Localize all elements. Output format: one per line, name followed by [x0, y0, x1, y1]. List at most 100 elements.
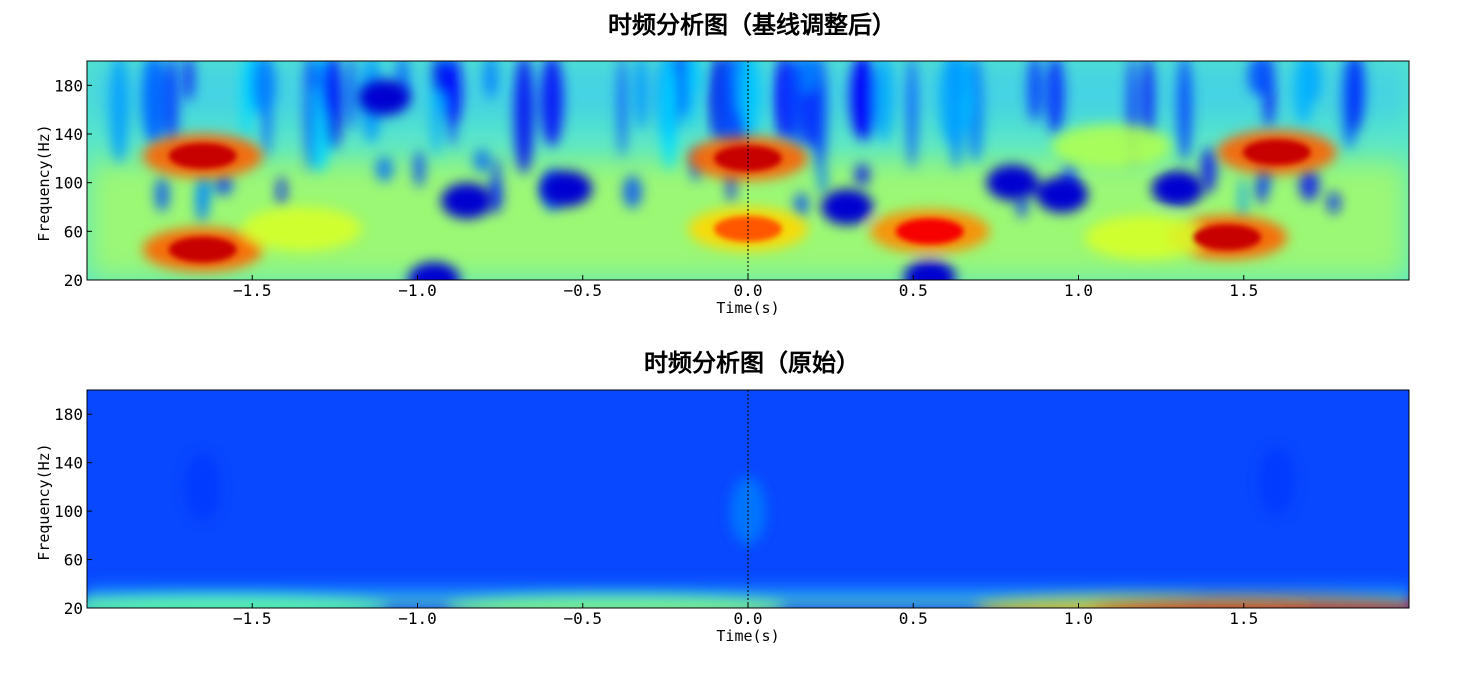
x-tick-label: −0.5 [563, 281, 602, 300]
heatmap-cell [618, 61, 627, 158]
heatmap-cell [1151, 170, 1204, 207]
heatmap-cell [794, 192, 809, 217]
y-tick-label: 20 [64, 271, 83, 290]
heatmap-cell [895, 218, 964, 245]
heatmap-cell [252, 61, 276, 115]
heatmap-cell [634, 61, 648, 130]
chart-top: 时频分析图（基线调整后） −1.5 −1.0 −0.5 0.0 0.5 1.0 1.5 20… [35, 11, 1410, 317]
heatmap-cell [143, 61, 168, 146]
heatmap-cell [1084, 215, 1205, 260]
x-tick-label: 1.0 [1064, 281, 1093, 300]
heatmap-cell [1299, 168, 1320, 202]
heatmap-cell [165, 61, 179, 147]
chart-bottom-heatmap [87, 390, 1409, 608]
x-tick-label: 1.5 [1229, 281, 1258, 300]
heatmap-cell [952, 61, 964, 164]
heatmap-cell [1242, 139, 1311, 166]
heatmap-cell [714, 215, 782, 242]
heatmap-cell [1016, 194, 1028, 219]
y-tick-label: 140 [54, 125, 83, 144]
heatmap-cell [719, 61, 736, 156]
heatmap-cell [817, 163, 828, 195]
heatmap-cell [741, 61, 761, 139]
heatmap-cell [1351, 61, 1365, 125]
heatmap-cell [660, 61, 678, 171]
heatmap-cell [813, 61, 827, 175]
heatmap-cell [1247, 61, 1272, 96]
heatmap-cell [1238, 177, 1247, 221]
heatmap-cell [241, 206, 362, 251]
heatmap-cell [774, 61, 797, 141]
heatmap-cell [358, 79, 411, 116]
heatmap-cell [276, 176, 287, 206]
heatmap-cell [1051, 124, 1172, 169]
heatmap-cell [1046, 61, 1065, 135]
heatmap-cell [413, 150, 426, 188]
heatmap-cell [790, 61, 803, 153]
heatmap-cell [540, 61, 564, 147]
x-tick-label: −1.5 [233, 609, 272, 628]
heatmap-cell [1142, 61, 1154, 142]
x-tick-label: 0.0 [734, 281, 763, 300]
heatmap-cell [1293, 61, 1314, 124]
heatmap-cell [184, 452, 221, 521]
heatmap-cell [483, 61, 498, 100]
x-tick-label: 0.5 [899, 281, 928, 300]
heatmap-cell [1258, 446, 1295, 515]
heatmap-cell [540, 170, 593, 207]
chart-top-y-axis-label: Frequency(Hz) [35, 124, 53, 241]
x-tick-label: −1.0 [398, 281, 437, 300]
heatmap-cell [347, 61, 356, 132]
heatmap-cell [184, 61, 194, 102]
heatmap-cell [1200, 147, 1217, 194]
y-tick-label: 180 [54, 76, 83, 95]
heatmap-cell [441, 182, 494, 219]
heatmap-cell [408, 262, 461, 280]
heatmap-cell [907, 61, 917, 170]
heatmap-cell [492, 158, 501, 196]
x-tick-label: 0.0 [734, 609, 763, 628]
heatmap-cell [796, 61, 819, 93]
heatmap-cell [1035, 176, 1088, 213]
x-tick-label: −1.0 [398, 609, 437, 628]
heatmap-cell [305, 61, 315, 174]
heatmap-cell [320, 61, 341, 121]
chart-bottom: 时频分析图（原始） −1.5 −1.0 −0.5 0.0 0.5 1.0 1.5 20 60 1… [35, 349, 1410, 645]
y-tick-label: 100 [54, 174, 83, 193]
chart-top-x-axis-label: Time(s) [716, 299, 779, 317]
heatmap-cell [514, 61, 534, 175]
heatmap-cell [849, 61, 874, 139]
heatmap-cell [442, 61, 463, 127]
x-tick-label: 1.5 [1229, 609, 1258, 628]
heatmap-cell [1193, 224, 1262, 251]
heatmap-cell [986, 164, 1039, 201]
y-tick-label: 180 [54, 405, 83, 424]
chart-bottom-y-ticks: 20 60 100 140 180 [54, 405, 92, 618]
heatmap-cell [214, 173, 233, 196]
heatmap-cell [109, 61, 129, 164]
heatmap-cell [168, 236, 237, 263]
chart-top-y-ticks: 20 60 100 140 180 [54, 76, 92, 290]
y-tick-label: 140 [54, 454, 83, 473]
heatmap-cell [685, 61, 695, 130]
heatmap-cell [1327, 191, 1341, 214]
heatmap-cell [1177, 61, 1192, 162]
chart-bottom-title: 时频分析图（原始） [644, 349, 860, 377]
y-tick-label: 60 [64, 551, 83, 570]
chart-bottom-x-ticks: −1.5 −1.0 −0.5 0.0 0.5 1.0 1.5 [233, 603, 1258, 628]
chart-top-x-ticks: −1.5 −1.0 −0.5 0.0 0.5 1.0 1.5 [233, 275, 1258, 300]
heatmap-cell [854, 163, 870, 187]
heatmap-cell [473, 148, 491, 173]
chart-top-title: 时频分析图（基线调整后） [608, 11, 896, 39]
heatmap-cell [903, 259, 956, 280]
x-tick-label: −1.5 [233, 281, 272, 300]
heatmap-cell [1027, 61, 1042, 123]
heatmap-cell [196, 172, 211, 212]
x-tick-label: 1.0 [1064, 609, 1093, 628]
heatmap-cell [375, 156, 394, 182]
heatmap-cell [821, 189, 874, 225]
heatmap-cell [168, 142, 237, 169]
y-tick-label: 60 [64, 222, 83, 241]
chart-bottom-y-axis-label: Frequency(Hz) [35, 443, 53, 560]
